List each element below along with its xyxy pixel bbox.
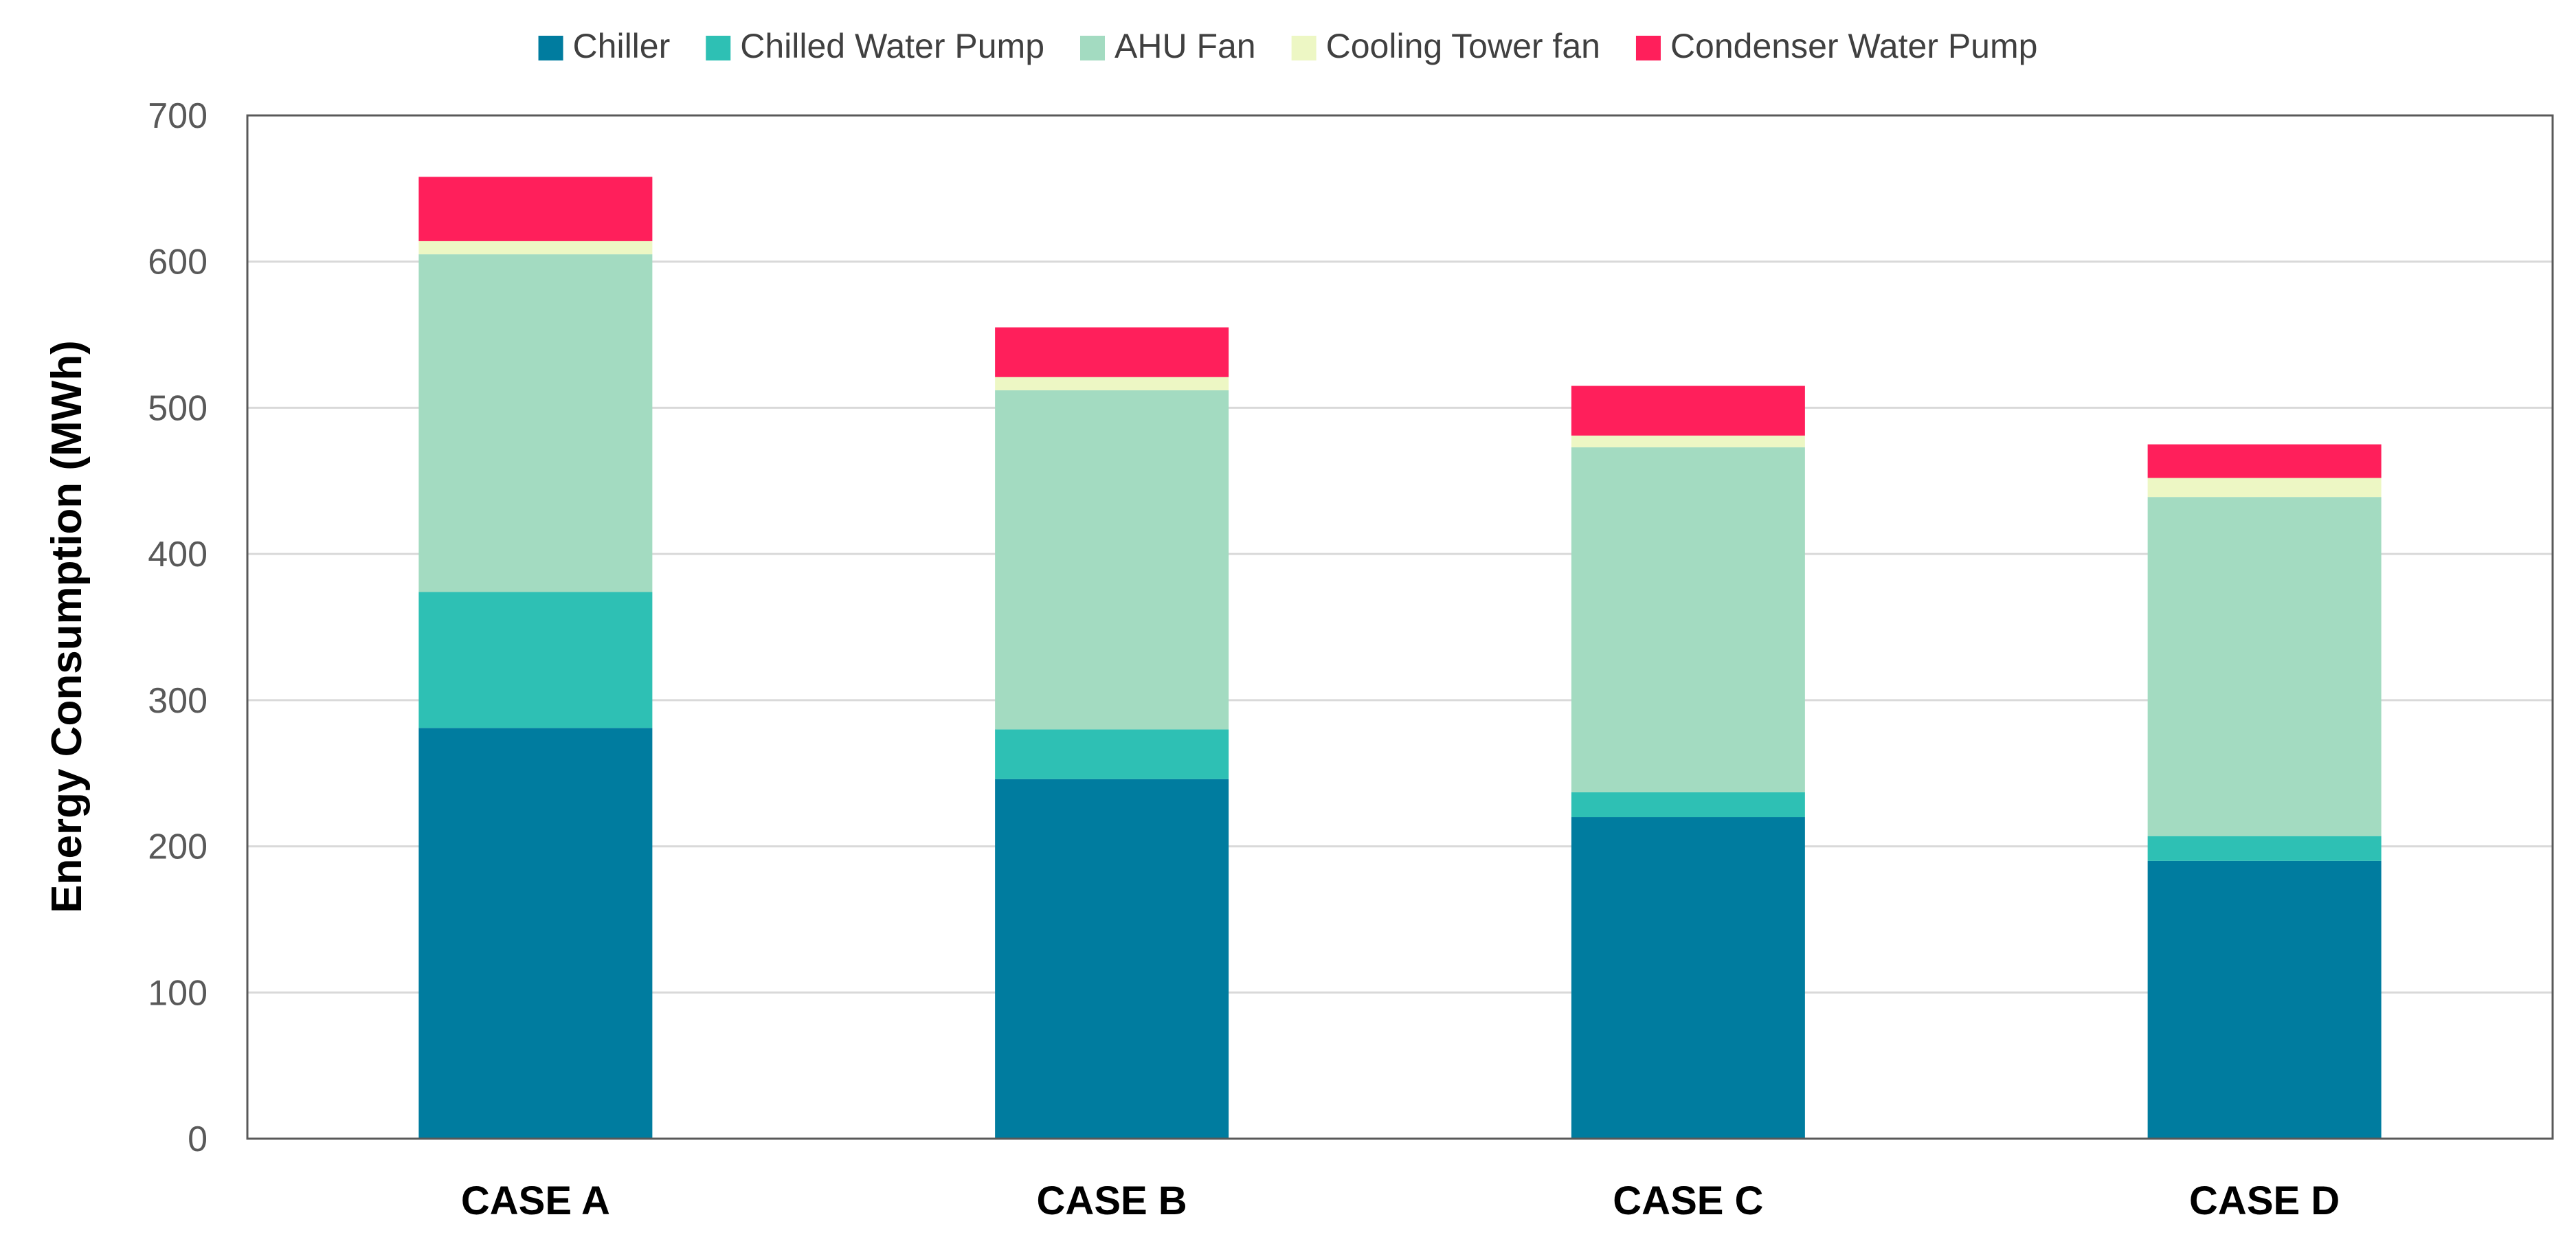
x-category-label: CASE A (461, 1179, 610, 1223)
bar-segment-cooling-tower-fan (995, 377, 1229, 390)
y-tick-label: 700 (148, 96, 208, 136)
legend-item: Cooling Tower fan (1291, 27, 1600, 65)
bar-stack-case-a (418, 177, 653, 1139)
y-axis-title: Energy Consumption (MWh) (43, 340, 91, 913)
bar-segment-cooling-tower-fan (418, 241, 653, 255)
legend-swatch (706, 36, 731, 60)
legend-label: Cooling Tower fan (1326, 27, 1600, 65)
bar-segment-condenser-water-pump (418, 177, 653, 241)
y-tick-label: 100 (148, 973, 208, 1013)
bar-segment-chiller (1571, 817, 1805, 1139)
legend-label: Condenser Water Pump (1670, 27, 2038, 65)
bar-segment-chilled-water-pump (418, 592, 653, 728)
bar-segment-chiller (2147, 860, 2382, 1139)
bar-segment-cooling-tower-fan (1571, 435, 1805, 447)
bar-segment-chilled-water-pump (1571, 792, 1805, 818)
legend-item: Chilled Water Pump (706, 27, 1044, 65)
bar-segment-condenser-water-pump (995, 327, 1229, 377)
y-tick-label: 200 (148, 827, 208, 867)
bar-segment-ahu-fan (995, 390, 1229, 730)
x-category-label: CASE B (1037, 1179, 1187, 1223)
x-category-label: CASE D (2189, 1179, 2340, 1223)
legend-label: Chilled Water Pump (740, 27, 1044, 65)
bar-stack-case-b (995, 327, 1229, 1139)
bar-segment-ahu-fan (2147, 497, 2382, 836)
bar-segment-condenser-water-pump (1571, 386, 1805, 436)
y-tick-label: 500 (148, 388, 208, 428)
legend-item: Condenser Water Pump (1635, 27, 2038, 65)
bar-stack-case-c (1571, 386, 1805, 1139)
bars (418, 177, 2382, 1139)
y-tick-label: 0 (188, 1119, 208, 1159)
y-tick-label: 600 (148, 243, 208, 282)
bar-segment-chilled-water-pump (2147, 836, 2382, 861)
legend-item: AHU Fan (1080, 27, 1256, 65)
bar-segment-chilled-water-pump (995, 729, 1229, 779)
bar-segment-chiller (995, 779, 1229, 1139)
legend-swatch (538, 36, 563, 60)
legend: Chiller Chilled Water Pump AHU Fan Cooling … (538, 27, 2038, 65)
bar-stack-case-d (2147, 444, 2382, 1139)
bar-segment-ahu-fan (418, 254, 653, 592)
legend-swatch (1635, 36, 1661, 60)
legend-swatch (1080, 36, 1105, 60)
bar-segment-condenser-water-pump (2147, 444, 2382, 478)
legend-swatch (1291, 36, 1317, 60)
bar-segment-ahu-fan (1571, 447, 1805, 792)
y-axis-ticks: 0 100 200 300 400 500 600 700 (148, 96, 208, 1159)
legend-label: AHU Fan (1115, 27, 1256, 65)
bar-segment-cooling-tower-fan (2147, 478, 2382, 498)
legend-item: Chiller (538, 27, 671, 65)
y-tick-label: 300 (148, 681, 208, 721)
x-axis-categories: CASE A CASE B CASE C CASE D (461, 1179, 2340, 1223)
plot-area-frame (246, 114, 2554, 1140)
bar-segment-chiller (418, 728, 653, 1139)
y-tick-label: 400 (148, 535, 208, 574)
x-category-label: CASE C (1613, 1179, 1763, 1223)
legend-label: Chiller (573, 27, 671, 65)
